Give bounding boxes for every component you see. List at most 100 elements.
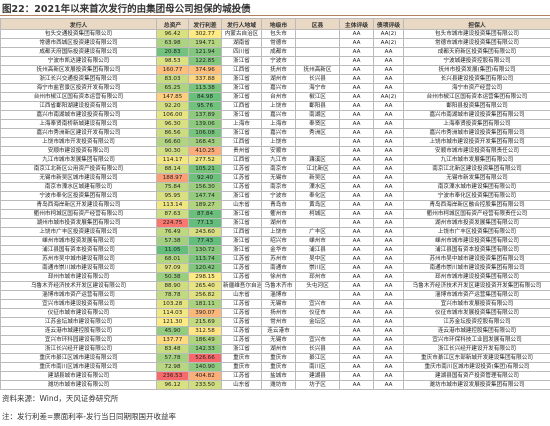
table-cell: AA: [339, 362, 374, 372]
table-cell: 綦江区: [295, 353, 340, 363]
table-cell: 上海奉贤投资集团有限公司: [403, 119, 550, 129]
table-cell: 90.30: [156, 146, 189, 156]
table-cell: 121.94: [188, 47, 222, 57]
table-cell: 九江市城市发展集团有限公司: [403, 155, 550, 165]
table-cell: 上饶市城市建设投资开发集团有限公司: [403, 137, 550, 147]
table-cell: 194.71: [188, 38, 222, 48]
table-cell: 404.82: [188, 371, 222, 381]
table-cell: 122.85: [188, 56, 222, 66]
table-cell: AA: [373, 74, 404, 84]
table-cell: 重庆市: [221, 353, 262, 363]
column-header: 区县: [295, 18, 340, 30]
table-cell: AA: [373, 263, 404, 273]
table-cell: AA: [373, 362, 404, 372]
table-cell: 上饶市: [261, 137, 296, 147]
table-cell: 江西省鄱阳湖建设投资有限公司: [0, 101, 157, 111]
table-cell: 江西省: [221, 137, 262, 147]
table-cell: 包头市城市建设投资集团有限公司: [403, 29, 550, 39]
table-cell: AA: [339, 254, 374, 264]
table-cell: AA: [339, 317, 374, 327]
table-row: 南通市崇川城市建设有限公司 97.09 120.42 江苏省 南通市 崇川区 AA AA 南通市…: [0, 263, 550, 273]
table-cell: 江苏省: [221, 335, 262, 345]
table-cell: 浙江省: [221, 344, 262, 354]
table-cell: [295, 56, 340, 66]
table-cell: 南通市崇川城市建设投资集团有限公司: [403, 263, 550, 273]
table-cell: AA: [373, 326, 404, 336]
table-cell: 139.06: [188, 119, 222, 129]
table-cell: AA: [339, 146, 374, 156]
table-cell: AA: [373, 137, 404, 147]
column-header: 发行利差: [188, 18, 222, 30]
table-cell: 189.27: [188, 200, 222, 210]
table-cell: 常德市城市建设投资集团有限公司: [403, 38, 550, 48]
table-cell: 南京溧水城市建设集团有限公司: [403, 182, 550, 192]
table-cell: 湖州市: [261, 344, 296, 354]
table-cell: AA: [339, 299, 374, 309]
table-cell: 嘉兴市: [261, 128, 296, 138]
table-cell: 鄱阳县: [295, 101, 340, 111]
table-cell: 潍坊市: [261, 380, 296, 390]
table-cell: 76.49: [156, 227, 189, 237]
table-cell: AA: [373, 119, 404, 129]
table-cell: 南京市: [261, 164, 296, 174]
table-cell: 长兴县: [295, 344, 340, 354]
table-cell: 337.88: [188, 74, 222, 84]
table-cell: 包头市: [261, 29, 296, 39]
title: 图22：2021年以来首次发行的由集团母公司担保的城投债: [2, 4, 251, 15]
table-cell: 江苏金坛投资控股有限公司: [403, 317, 550, 327]
table-cell: 浙江省: [221, 209, 262, 219]
table-cell: AA: [339, 173, 374, 183]
table-cell: 72.98: [156, 362, 189, 372]
table-cell: 成都天府新区投资集团有限公司: [403, 47, 550, 57]
table-cell: 扬州市: [261, 308, 296, 318]
table-cell: AA: [373, 245, 404, 255]
table-cell: 374.96: [188, 65, 222, 75]
table-row: 宁波市奉化区投资集团有限公司 95.95 147.74 浙江省 宁波市 奉化区 AA AA 宁波…: [0, 191, 550, 201]
table-cell: AA: [373, 65, 404, 75]
table-cell: 新吴区: [295, 173, 340, 183]
table-cell: 95.76: [188, 101, 222, 111]
table-cell: 嘉兴市: [261, 83, 296, 93]
table-cell: 上海奉贤南桥新城建设有限公司: [0, 119, 157, 129]
table-cell: 83.48: [156, 344, 189, 354]
table-row: 浙江长兴经开建设有限公司 83.48 142.33 浙江省 湖州市 长兴县 AA AA 浙江长兴…: [0, 344, 550, 354]
table-cell: 57.78: [156, 353, 189, 363]
table-cell: 265.40: [188, 281, 222, 291]
table-cell: 88.90: [156, 281, 189, 291]
table-cell: AA: [373, 254, 404, 264]
table-cell: AA: [339, 65, 374, 75]
table-cell: 215.69: [188, 317, 222, 327]
table-cell: AA: [339, 38, 374, 48]
table-cell: 87.63: [156, 209, 189, 219]
column-header: 主体评级: [339, 18, 374, 30]
table-cell: AA: [339, 101, 374, 111]
table-cell: 新疆维吾尔自治区: [221, 281, 262, 291]
table-cell: 浙江省: [221, 92, 262, 102]
table-cell: 乌鲁木齐经济技术开发区建设投资开发集团有限公司: [403, 281, 550, 291]
table-cell: 宁波市: [261, 56, 296, 66]
column-header: 担保人: [403, 18, 550, 30]
table-cell: 椒江区: [295, 92, 340, 102]
table-cell: 抚州高新区: [295, 65, 340, 75]
table-cell: 奉化区: [295, 191, 340, 201]
table-cell: 97.09: [156, 263, 189, 273]
table-cell: 九江市: [261, 155, 296, 165]
table-row: 海宁市盐官景区投资开发有限公司 65.25 113.38 浙江省 嘉兴市 海宁市 AA AA 海…: [0, 83, 550, 93]
column-header: 地级市: [261, 18, 296, 30]
table-cell: 邳州市城市建设有限公司: [0, 272, 157, 282]
table-cell: 浙江省: [221, 83, 262, 93]
table-cell: AA(2): [373, 92, 404, 102]
table-cell: 113.14: [156, 200, 189, 210]
table-cell: 溧水区: [295, 182, 340, 192]
table-cell: 连云港市城建控股有限公司: [0, 326, 157, 336]
table-cell: 114.17: [156, 155, 189, 165]
table-cell: 安顺市城市建设投资有限责任公司: [403, 146, 550, 156]
table-cell: 仪征市城市发展投资集团有限公司: [403, 308, 550, 318]
table-cell: 宁波市凯达建设有限公司: [0, 56, 157, 66]
table-cell: AA: [373, 191, 404, 201]
table-cell: 仪征市城市建设有限公司: [0, 308, 157, 318]
table-cell: AA: [339, 326, 374, 336]
table-cell: 南湖区: [295, 110, 340, 120]
table-cell: 成都天府国际投资建设有限公司: [0, 47, 157, 57]
table-cell: 宜兴市: [295, 335, 340, 345]
